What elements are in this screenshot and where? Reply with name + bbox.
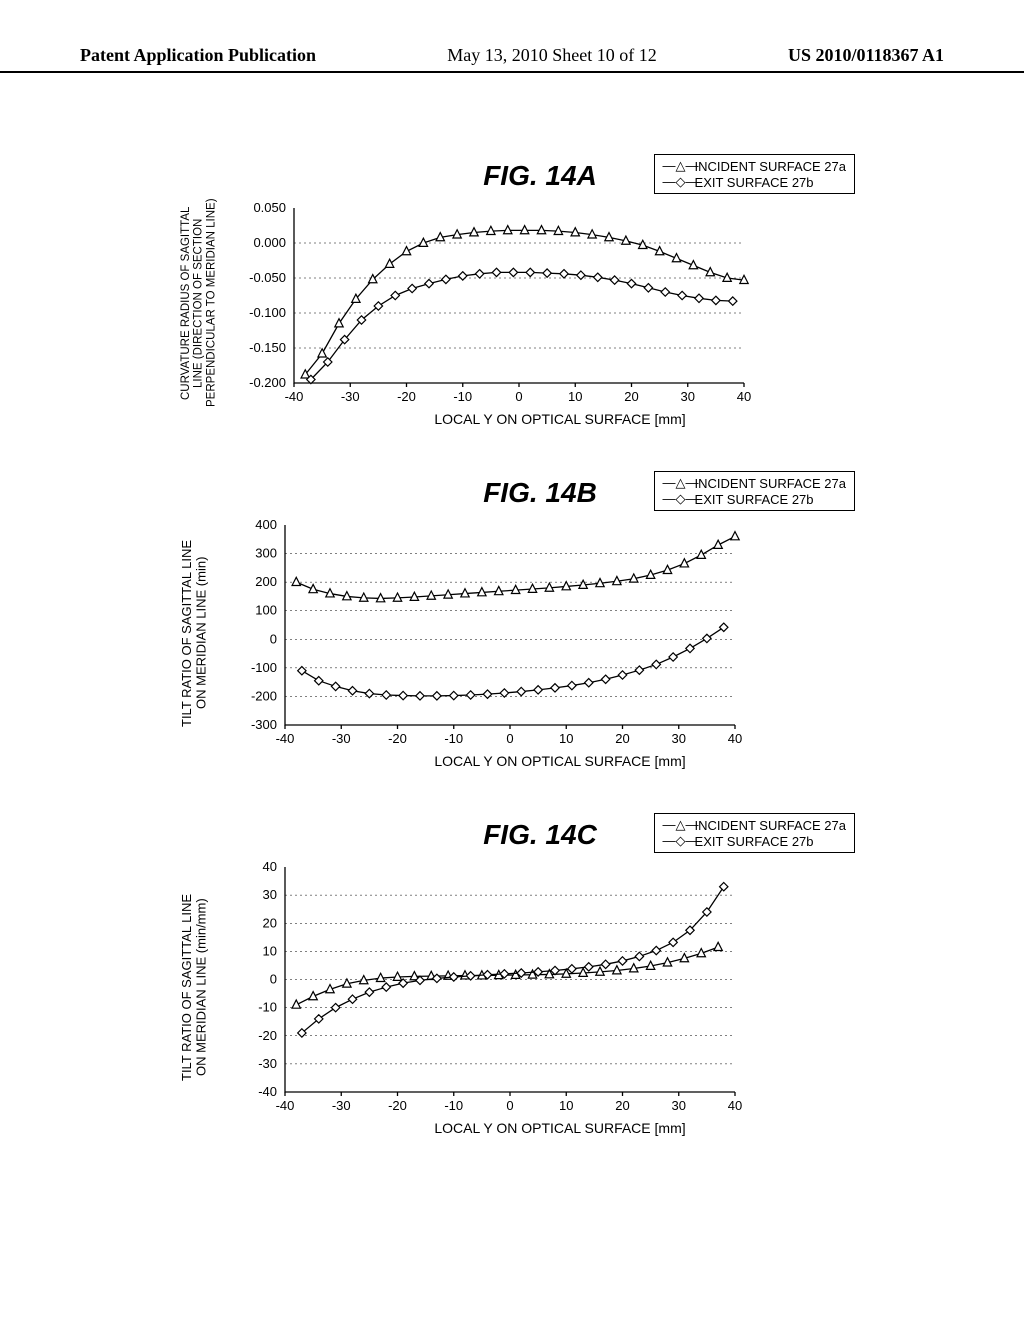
svg-text:200: 200 (255, 574, 277, 589)
figure-14c: FIG. 14C —△— INCIDENT SURFACE 27a —◇— EX… (180, 819, 860, 1136)
diamond-marker-icon: —◇— (663, 833, 691, 849)
fig-14a-ylabel: CURVATURE RADIUS OF SAGITTAL LINE (DIREC… (180, 198, 218, 408)
svg-text:-20: -20 (388, 1098, 407, 1113)
svg-text:40: 40 (727, 1098, 741, 1113)
fig-14c-chart: 40 30 20 10 0 -10 -20 -30 -40-40 -30 -20 -10 0 10 20 30… (215, 857, 775, 1117)
svg-text:-30: -30 (341, 389, 360, 404)
svg-text:0.000: 0.000 (253, 235, 286, 250)
svg-text:20: 20 (615, 731, 629, 746)
svg-text:30: 30 (671, 1098, 685, 1113)
svg-text:-30: -30 (258, 1056, 277, 1071)
fig-14a-xlabel: LOCAL Y ON OPTICAL SURFACE [mm] (260, 411, 860, 427)
svg-text:10: 10 (568, 389, 582, 404)
svg-text:-300: -300 (251, 717, 277, 732)
svg-text:-20: -20 (258, 1028, 277, 1043)
svg-text:-40: -40 (275, 731, 294, 746)
fig-14a-legend: —△— INCIDENT SURFACE 27a —◇— EXIT SURFAC… (654, 154, 855, 194)
svg-text:40: 40 (727, 731, 741, 746)
svg-text:-200: -200 (251, 688, 277, 703)
header-middle: May 13, 2010 Sheet 10 of 12 (447, 45, 656, 66)
header-left: Patent Application Publication (80, 45, 316, 66)
legend-row-a: —△— INCIDENT SURFACE 27a (663, 475, 846, 491)
svg-text:0: 0 (515, 389, 522, 404)
svg-text:100: 100 (255, 603, 277, 618)
figure-14a: FIG. 14A —△— INCIDENT SURFACE 27a —◇— EX… (180, 160, 860, 427)
svg-text:40: 40 (262, 859, 276, 874)
svg-text:30: 30 (680, 389, 694, 404)
svg-text:-20: -20 (397, 389, 416, 404)
figures-region: FIG. 14A —△— INCIDENT SURFACE 27a —◇— EX… (180, 160, 860, 1186)
svg-text:10: 10 (262, 943, 276, 958)
diamond-marker-icon: —◇— (663, 491, 691, 507)
legend-label-b: EXIT SURFACE 27b (695, 175, 814, 190)
svg-text:-40: -40 (275, 1098, 294, 1113)
svg-text:20: 20 (262, 915, 276, 930)
svg-text:0: 0 (506, 731, 513, 746)
svg-text:20: 20 (624, 389, 638, 404)
svg-text:-10: -10 (444, 1098, 463, 1113)
svg-text:10: 10 (559, 731, 573, 746)
legend-row-a: —△— INCIDENT SURFACE 27a (663, 817, 846, 833)
svg-text:-40: -40 (258, 1084, 277, 1099)
figure-14b: FIG. 14B —△— INCIDENT SURFACE 27a —◇— EX… (180, 477, 860, 769)
legend-label-b: EXIT SURFACE 27b (695, 492, 814, 507)
triangle-marker-icon: —△— (663, 158, 691, 174)
svg-text:-0.150: -0.150 (249, 340, 286, 355)
fig-14b-legend: —△— INCIDENT SURFACE 27a —◇— EXIT SURFAC… (654, 471, 855, 511)
triangle-marker-icon: —△— (663, 475, 691, 491)
diamond-marker-icon: —◇— (663, 174, 691, 190)
svg-text:-0.200: -0.200 (249, 375, 286, 390)
svg-text:-0.100: -0.100 (249, 305, 286, 320)
legend-row-b: —◇— EXIT SURFACE 27b (663, 833, 846, 849)
fig-14b-chart: 4003002001000-100-200-300-40-30-20-10010… (215, 515, 775, 750)
svg-text:0: 0 (269, 631, 276, 646)
legend-row-a: —△— INCIDENT SURFACE 27a (663, 158, 846, 174)
svg-text:-10: -10 (444, 731, 463, 746)
svg-text:300: 300 (255, 546, 277, 561)
svg-text:0: 0 (506, 1098, 513, 1113)
fig-14c-xlabel: LOCAL Y ON OPTICAL SURFACE [mm] (260, 1120, 860, 1136)
fig-14b-xlabel: LOCAL Y ON OPTICAL SURFACE [mm] (260, 753, 860, 769)
legend-row-b: —◇— EXIT SURFACE 27b (663, 174, 846, 190)
svg-text:-10: -10 (258, 1000, 277, 1015)
legend-label-a: INCIDENT SURFACE 27a (695, 159, 846, 174)
svg-text:40: 40 (737, 389, 751, 404)
header-right: US 2010/0118367 A1 (788, 45, 944, 66)
fig-14c-legend: —△— INCIDENT SURFACE 27a —◇— EXIT SURFAC… (654, 813, 855, 853)
fig-14a-chart: 0.050 0.000 -0.050 -0.100 -0.150 -0.200-40 -30… (224, 198, 784, 408)
svg-text:30: 30 (262, 887, 276, 902)
svg-text:-100: -100 (251, 660, 277, 675)
svg-text:20: 20 (615, 1098, 629, 1113)
legend-row-b: —◇— EXIT SURFACE 27b (663, 491, 846, 507)
svg-text:0.050: 0.050 (253, 200, 286, 215)
svg-text:400: 400 (255, 517, 277, 532)
fig-14c-ylabel: TILT RATIO OF SAGITTAL LINE ON MERIDIAN … (180, 882, 209, 1092)
triangle-marker-icon: —△— (663, 817, 691, 833)
fig-14b-ylabel: TILT RATIO OF SAGITTAL LINE ON MERIDIAN … (180, 528, 209, 738)
svg-text:0: 0 (269, 972, 276, 987)
svg-text:-10: -10 (453, 389, 472, 404)
svg-text:-0.050: -0.050 (249, 270, 286, 285)
legend-label-a: INCIDENT SURFACE 27a (695, 818, 846, 833)
legend-label-a: INCIDENT SURFACE 27a (695, 476, 846, 491)
page-header: Patent Application Publication May 13, 2… (0, 45, 1024, 73)
svg-text:-30: -30 (331, 1098, 350, 1113)
svg-text:-40: -40 (285, 389, 304, 404)
svg-text:-30: -30 (331, 731, 350, 746)
svg-text:10: 10 (559, 1098, 573, 1113)
legend-label-b: EXIT SURFACE 27b (695, 834, 814, 849)
svg-text:30: 30 (671, 731, 685, 746)
svg-text:-20: -20 (388, 731, 407, 746)
